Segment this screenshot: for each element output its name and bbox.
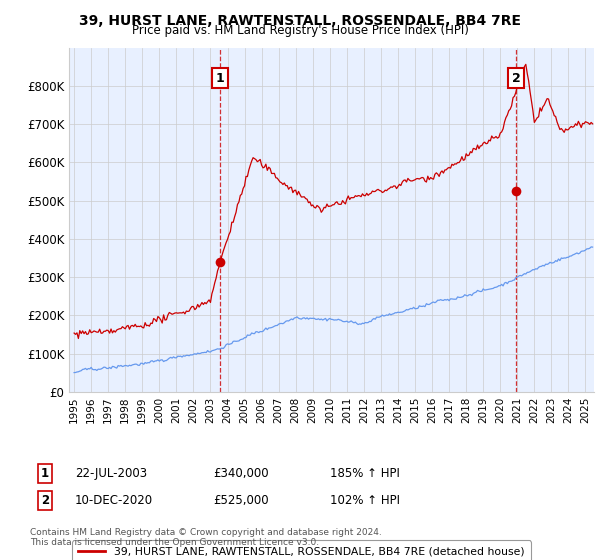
Text: 22-JUL-2003: 22-JUL-2003 (75, 466, 147, 480)
Text: 39, HURST LANE, RAWTENSTALL, ROSSENDALE, BB4 7RE: 39, HURST LANE, RAWTENSTALL, ROSSENDALE,… (79, 14, 521, 28)
Text: 102% ↑ HPI: 102% ↑ HPI (330, 493, 400, 507)
Text: Price paid vs. HM Land Registry's House Price Index (HPI): Price paid vs. HM Land Registry's House … (131, 24, 469, 36)
Legend: 39, HURST LANE, RAWTENSTALL, ROSSENDALE, BB4 7RE (detached house), HPI: Average : 39, HURST LANE, RAWTENSTALL, ROSSENDALE,… (72, 540, 531, 560)
Text: 2: 2 (512, 72, 521, 85)
Text: Contains HM Land Registry data © Crown copyright and database right 2024.: Contains HM Land Registry data © Crown c… (30, 528, 382, 536)
Text: £525,000: £525,000 (213, 493, 269, 507)
Text: 1: 1 (215, 72, 224, 85)
Text: 185% ↑ HPI: 185% ↑ HPI (330, 466, 400, 480)
Text: 2: 2 (41, 493, 49, 507)
Text: £340,000: £340,000 (213, 466, 269, 480)
Text: This data is licensed under the Open Government Licence v3.0.: This data is licensed under the Open Gov… (30, 538, 319, 547)
Text: 1: 1 (41, 466, 49, 480)
Text: 10-DEC-2020: 10-DEC-2020 (75, 493, 153, 507)
